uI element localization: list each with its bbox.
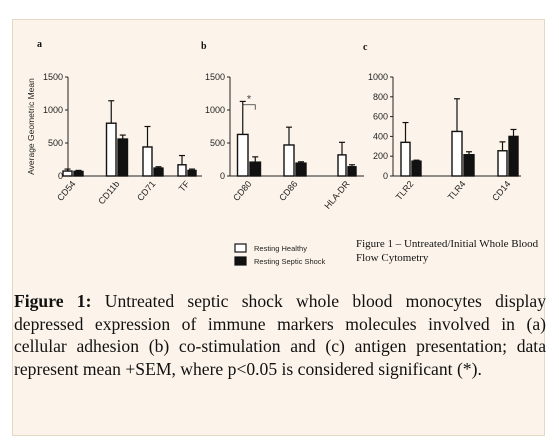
y-tick-label: 1000 [205, 105, 225, 115]
legend-label: Resting Healthy [254, 244, 307, 253]
x-tick-label: HLA-DR [322, 178, 352, 210]
bar-healthy [62, 170, 73, 177]
bar-septic-shock [73, 170, 84, 177]
x-tick-label: TLR2 [394, 179, 416, 202]
bar-healthy [400, 141, 411, 177]
y-tick-label: 1500 [205, 72, 225, 82]
y-tick-label: 200 [373, 151, 388, 161]
bar-healthy [177, 164, 187, 177]
x-tick-label: TLR4 [446, 179, 468, 202]
bar-septic-shock [411, 160, 422, 177]
y-tick-label: 500 [210, 138, 225, 148]
bar-septic-shock [295, 162, 307, 177]
bar-healthy [451, 130, 463, 177]
x-tick-label: CD86 [277, 179, 299, 203]
legend-label: Resting Septic Shock [254, 257, 326, 266]
bar-septic-shock [508, 135, 519, 177]
x-tick-label: CD71 [135, 179, 157, 203]
bar-healthy [337, 154, 347, 177]
panel-label-a: a [37, 39, 42, 50]
y-tick-label: 600 [373, 112, 388, 122]
y-tick-label: 0 [58, 171, 63, 181]
figure-frame [12, 19, 545, 436]
bar-healthy [236, 133, 249, 177]
x-tick-label: CD80 [231, 179, 253, 203]
bar-healthy [105, 122, 117, 177]
bar-healthy [497, 150, 508, 177]
bar-healthy [283, 144, 295, 177]
caption-label: Figure 1: [14, 291, 92, 311]
bar-septic-shock [153, 167, 164, 177]
y-tick-label: 400 [373, 131, 388, 141]
x-tick-label: TF [177, 178, 192, 193]
significance-marker: * [247, 94, 252, 106]
bar-septic-shock [249, 161, 262, 177]
chart-figure: a 0 500 1000 1500 Average Geometric Mean CD54 C… [26, 39, 521, 266]
caption-text: Untreated septic shock whole blood monoc… [14, 291, 547, 379]
y-axis-label: Average Geometric Mean [26, 78, 36, 175]
y-tick-label: 800 [373, 92, 388, 102]
panel-label-b: b [201, 41, 207, 52]
legend-swatch-healthy [234, 243, 247, 253]
x-tick-label: CD11b [96, 179, 121, 206]
bar-septic-shock [463, 154, 475, 177]
panel-label-c: c [363, 42, 368, 53]
y-tick-label: 500 [48, 138, 63, 148]
bar-septic-shock [187, 169, 197, 177]
y-tick-label: 1000 [368, 72, 388, 82]
bar-healthy [142, 146, 153, 177]
y-tick-label: 1500 [43, 72, 63, 82]
legend-swatch-septic [234, 256, 247, 266]
y-tick-label: 0 [383, 171, 388, 181]
bar-septic-shock [117, 138, 129, 177]
figure-caption: Figure 1: Untreated septic shock whole b… [14, 290, 546, 380]
y-tick-label: 1000 [43, 105, 63, 115]
x-tick-label: CD14 [490, 179, 512, 203]
x-tick-label: CD54 [55, 179, 77, 203]
bar-septic-shock [347, 166, 357, 177]
y-tick-label: 0 [220, 171, 225, 181]
significance-bracket [242, 104, 256, 110]
figure-note: Figure 1 – Untreated/Initial Whole Blood… [356, 238, 539, 264]
